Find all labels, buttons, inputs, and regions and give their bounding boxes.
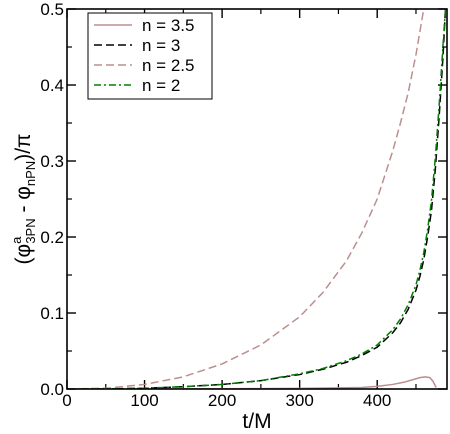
x-axis-title: t/M [242, 410, 271, 433]
y-tick-label: 0.1 [40, 304, 64, 323]
y-title-sub2: nPN [23, 161, 38, 186]
legend-label: n = 2.5 [142, 56, 194, 75]
x-tick-label: 400 [363, 391, 391, 410]
legend: n = 3.5n = 3n = 2.5n = 2 [87, 12, 213, 100]
legend-label: n = 3 [142, 36, 180, 55]
legend-label: n = 3.5 [142, 16, 194, 35]
x-tick-label: 100 [130, 391, 158, 410]
legend-box [87, 12, 213, 100]
y-title-close: )/π [12, 133, 35, 160]
legend-label: n = 2 [142, 76, 180, 95]
y-title-sub1: 3PN [23, 218, 38, 243]
x-tick-label: 200 [208, 391, 236, 410]
x-tick-label: 300 [285, 391, 313, 410]
x-tick-label: 0 [62, 391, 71, 410]
y-axis-title: (φa3PN - φnPN)/π [9, 133, 38, 264]
y-title-open: (φ [12, 244, 35, 265]
series-line-2 [67, 9, 447, 389]
tick-labels-layer: 0 100 200 300 400 0.0 0.1 0.2 0.3 0.4 0.5 [40, 0, 391, 410]
y-tick-label: 0.4 [40, 76, 64, 95]
plot-frame [66, 8, 448, 390]
y-tick-label: 0.0 [40, 380, 64, 399]
y-tick-label: 0.5 [40, 0, 64, 19]
y-title-mid: - φ [12, 186, 35, 218]
y-tick-label: 0.3 [40, 152, 64, 171]
y-tick-label: 0.2 [40, 228, 64, 247]
y-title-sup: a [9, 236, 24, 244]
